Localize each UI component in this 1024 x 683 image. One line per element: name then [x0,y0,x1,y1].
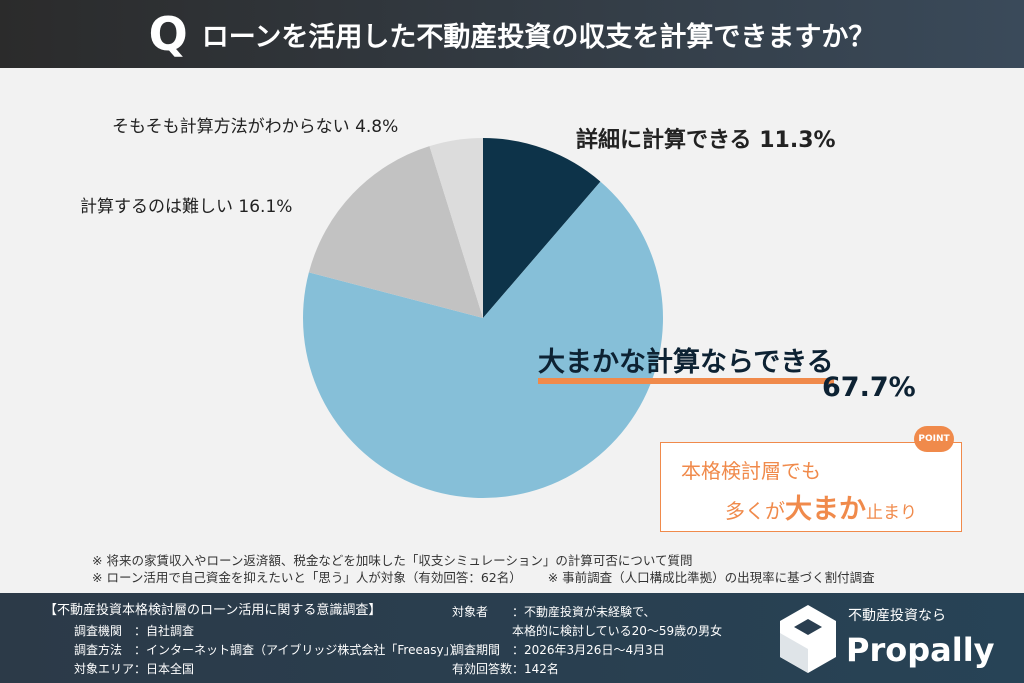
label-rough: 大まかな計算ならできる [538,340,834,384]
header: Q ローンを活用した不動産投資の収支を計算できますか？ [0,0,1024,68]
label-detailed: 詳細に計算できる 11.3% [576,128,836,153]
point-badge: POINT [914,426,954,452]
footer: 【不動産投資本格検討層のローン活用に関する意識調査】 調査機関 ：自社調査 調査方… [0,593,1024,683]
propally-logo-icon [780,605,836,673]
logo-name: Propally [846,631,995,669]
page-title: ローンを活用した不動産投資の収支を計算できますか？ [201,21,876,53]
logo-tagline: 不動産投資なら [848,608,946,624]
survey-title: 【不動産投資本格検討層のローン活用に関する意識調査】 [44,603,382,618]
pie-slice-3 [429,138,483,318]
survey-details: 調査機関 ：自社調査 調査方法 ：インターネット調査（アイブリッジ株式会社「Fre… [74,624,462,676]
pie-slice-0 [483,138,601,318]
note-row-2: ※ ローン活用で自己資金を抑えたいと「思う」人が対象（有効回答：62名） ※ 事前… [92,570,875,585]
label-rough-value: 67.7% [822,372,916,403]
note-1: ※ 将来の家賃収入やローン返済額、税金などを加味した「収支シミュレーション」の計… [92,553,693,568]
point-line2: 多くが大まか止まり [725,494,917,525]
point-line1: 本格検討層でも [681,459,821,483]
label-difficult: 計算するのは難しい 16.1% [80,197,293,217]
pie-chart [302,138,663,498]
q-mark: Q [148,7,188,61]
label-dont-know: そもそも計算方法がわからない 4.8% [112,117,399,137]
pie-slice-1 [302,181,663,498]
pie-slice-2 [308,146,483,318]
point-box: 本格検討層でも 多くが大まか止まり [660,442,962,532]
notes: ※ 将来の家賃収入やローン返済額、税金などを加味した「収支シミュレーション」の計… [92,552,875,586]
survey-details-right: 対象者 ：不動産投資が未経験で、 本格的に検討している20～59歳の男女 調査期間… [452,605,723,676]
